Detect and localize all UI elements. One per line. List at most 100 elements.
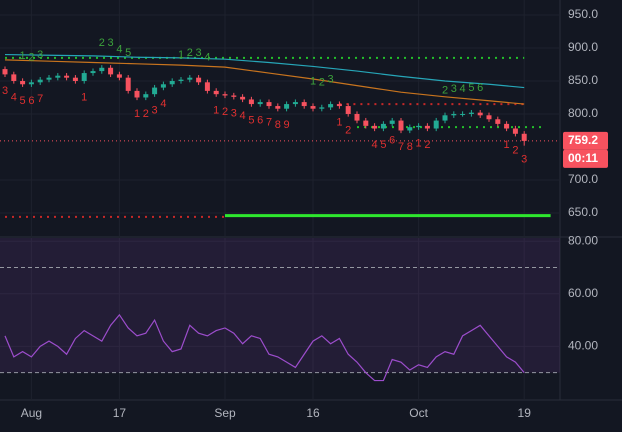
count-label: 2	[512, 144, 518, 156]
count-label: 8	[407, 141, 413, 153]
candle-body	[380, 123, 386, 129]
candle-body	[345, 106, 351, 114]
rsi-zone	[0, 238, 560, 373]
count-label: 8	[275, 119, 281, 131]
candle-body	[213, 90, 219, 95]
candle-body	[275, 106, 281, 109]
count-label: 6	[257, 115, 263, 127]
candle-body	[72, 77, 78, 81]
candle-body	[310, 106, 316, 109]
candle-body	[407, 127, 413, 131]
rsi-tick-label: 40.00	[568, 339, 598, 353]
candle-body	[90, 71, 96, 74]
candle-body	[178, 79, 184, 81]
count-label: 7	[37, 93, 43, 105]
count-label: 3	[152, 105, 158, 117]
count-label: 2	[442, 85, 448, 97]
count-label: 6	[477, 82, 483, 94]
count-label: 2	[424, 139, 430, 151]
x-tick-label: 19	[518, 406, 532, 420]
candle-body	[521, 133, 527, 141]
candle-body	[424, 125, 430, 129]
candle-body	[11, 74, 17, 81]
count-label: 3	[2, 85, 8, 97]
candle-body	[222, 94, 228, 96]
candle-body	[486, 115, 492, 120]
candle-body	[363, 120, 369, 126]
countdown-badge	[563, 149, 608, 168]
y-tick-label: 900.0	[568, 40, 598, 54]
candle-body	[336, 104, 342, 107]
count-label: 1	[81, 92, 87, 104]
candle-body	[125, 77, 131, 91]
count-label: 2	[187, 47, 193, 59]
candle-body	[116, 74, 122, 78]
x-tick-label: Sep	[214, 406, 236, 420]
count-label: 2	[222, 106, 228, 118]
count-label: 1	[336, 117, 342, 129]
x-tick-label: 17	[113, 406, 127, 420]
count-label: 3	[231, 107, 237, 119]
candle-body	[266, 102, 272, 107]
candle-body	[460, 113, 466, 115]
candle-body	[134, 90, 140, 98]
candle-body	[108, 67, 114, 75]
count-label: 4	[11, 92, 17, 104]
candle-body	[64, 75, 70, 78]
count-label: 4	[204, 52, 210, 64]
count-label: 6	[28, 95, 34, 107]
count-label: 1	[20, 50, 26, 62]
candle-body	[143, 94, 149, 98]
candle-body	[2, 69, 8, 75]
candle-body	[389, 120, 395, 124]
count-label: 1	[504, 139, 510, 151]
count-label: 5	[125, 47, 131, 59]
candle-body	[187, 77, 193, 80]
count-label: 6	[389, 134, 395, 146]
candle-body	[169, 80, 175, 85]
x-tick-label: 16	[306, 406, 320, 420]
candle-body	[231, 95, 237, 97]
rsi-tick-label: 80.00	[568, 233, 598, 247]
moving-average	[4, 53, 525, 89]
y-tick-label: 700.0	[568, 172, 598, 186]
candle-body	[284, 104, 290, 109]
count-label: 4	[160, 98, 166, 110]
candle-body	[240, 96, 246, 100]
candle-body	[301, 102, 307, 107]
rsi-tick-label: 60.00	[568, 286, 598, 300]
candle-body	[257, 102, 263, 105]
countdown-label: 00:11	[568, 151, 598, 165]
count-label: 4	[372, 139, 378, 151]
candle-body	[512, 128, 518, 134]
count-label: 4	[460, 83, 466, 95]
count-label: 3	[521, 154, 527, 166]
candle-body	[37, 79, 43, 83]
count-label: 9	[284, 119, 290, 131]
count-label: 2	[345, 125, 351, 137]
count-label: 5	[380, 139, 386, 151]
x-tick-label: Aug	[21, 406, 42, 420]
count-label: 1	[213, 105, 219, 117]
candle-body	[495, 119, 501, 124]
count-label: 1	[178, 49, 184, 61]
count-label: 1	[416, 138, 422, 150]
count-label: 1	[310, 75, 316, 87]
candle-body	[451, 113, 457, 116]
count-label: 7	[266, 117, 272, 129]
count-label: 5	[248, 115, 254, 127]
rsi-line	[4, 313, 525, 382]
y-tick-label: 950.0	[568, 7, 598, 21]
count-label: 4	[116, 44, 122, 56]
candle-body	[372, 125, 378, 129]
count-label: 4	[240, 110, 246, 122]
candle-body	[196, 77, 202, 83]
candle-body	[55, 75, 61, 78]
candle-body	[20, 80, 26, 85]
count-label: 3	[451, 83, 457, 95]
y-tick-label: 850.0	[568, 73, 598, 87]
count-label: 2	[143, 108, 149, 120]
last-price-label: 759.2	[568, 133, 598, 147]
candle-body	[477, 112, 483, 116]
